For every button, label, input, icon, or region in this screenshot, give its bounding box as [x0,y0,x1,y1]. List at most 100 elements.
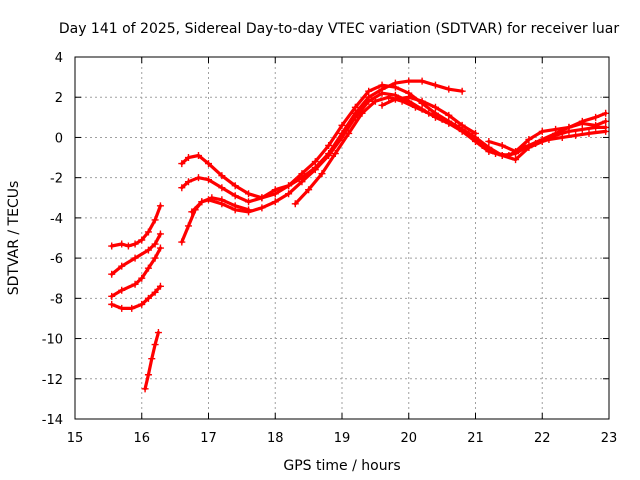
data-point [258,194,266,202]
x-tick-label: 19 [334,431,351,446]
x-tick-label: 17 [200,431,217,446]
data-point [472,129,479,137]
series-trace-c [110,246,162,298]
data-point [532,139,540,147]
data-point [144,294,152,302]
data-point [144,246,152,254]
data-point [358,109,366,117]
data-point [184,178,192,186]
data-point [425,109,433,117]
y-tick-label: 4 [55,51,63,66]
data-point [405,93,413,101]
data-point [184,222,192,230]
data-point [218,172,226,180]
data-point [156,244,164,252]
data-point [205,176,212,184]
data-point [391,95,399,103]
data-point [188,208,196,216]
data-point [431,81,439,89]
data-point [405,77,413,85]
data-point [208,194,216,202]
data-point [151,341,159,349]
data-point [108,300,116,308]
data-point [385,93,393,101]
data-point [572,131,580,139]
data-point [151,288,159,296]
y-tick-label: -6 [50,252,63,267]
data-point [118,304,126,312]
data-point [218,196,226,204]
x-tick-label: 21 [467,431,484,446]
chart-title: Day 141 of 2025, Sidereal Day-to-day VTE… [59,21,620,37]
data-point [178,160,186,168]
data-point [602,117,610,125]
data-point [592,121,600,129]
data-point [258,204,266,212]
data-point [128,304,136,312]
data-point [151,240,159,248]
data-point [245,206,253,214]
data-point [418,97,426,105]
data-point [318,170,326,178]
data-point [431,103,439,111]
series-trace-b [110,232,162,276]
data-point [325,152,333,160]
data-point [298,170,306,178]
data-point [231,182,239,190]
data-point [178,184,186,192]
axis-ticks: 15 16 17 18 19 20 21 22 23 -14 -12 -10 -8 -6 -4 -2 0 2 4 [42,51,618,446]
data-point [418,77,426,85]
data-point [231,202,239,210]
data-point [198,198,206,206]
data-point [378,81,386,89]
data-point [131,280,139,288]
data-point [565,123,573,131]
data-point [458,87,466,95]
data-point [512,156,520,164]
y-tick-label: -10 [42,333,63,348]
data-point [602,109,610,117]
data-point [218,184,226,192]
data-point [118,286,126,294]
data-point [194,152,202,160]
data-point [231,192,239,200]
data-point [451,121,459,129]
y-tick-label: -12 [42,373,63,388]
data-point [141,385,149,393]
y-tick-label: -14 [42,413,63,428]
data-point [305,186,313,194]
data-point [338,121,346,129]
data-point [325,141,333,149]
data-point [285,182,293,190]
y-tick-label: -2 [50,172,63,187]
data-point [578,119,586,127]
data-point [311,166,319,174]
data-point [271,198,279,206]
data-point [138,274,146,282]
x-tick-label: 22 [534,431,551,446]
data-point [131,254,139,262]
data-point [298,178,306,186]
data-point [271,186,279,194]
data-point [156,202,164,210]
data-point [558,133,566,141]
data-point [438,115,446,123]
data-point [378,101,386,109]
data-point [124,242,132,250]
data-point [144,228,152,236]
data-point [525,135,533,143]
data-point [108,270,116,278]
data-point [151,216,159,224]
data-point [245,190,253,198]
data-point [138,300,146,308]
data-point [345,129,353,137]
data-point [351,103,359,111]
series-trace-f [180,79,464,200]
data-point [578,125,586,133]
y-tick-label: 0 [55,131,63,146]
data-point [311,158,319,166]
data-point [552,125,560,133]
data-point [156,230,164,238]
data-traces [108,77,610,393]
data-point [498,141,506,149]
